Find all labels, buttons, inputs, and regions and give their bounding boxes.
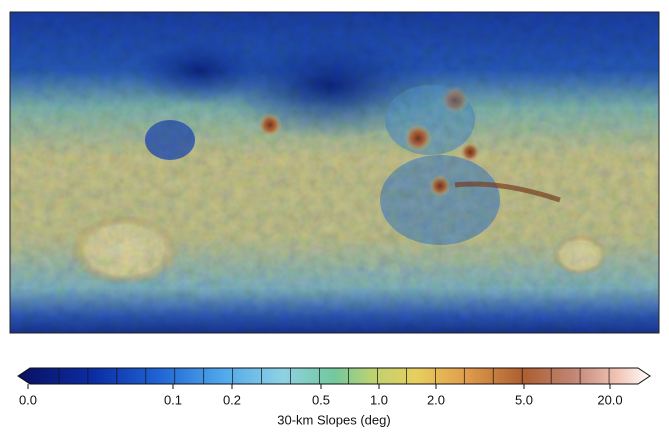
- colorbar-tick-label: 0.5: [312, 392, 330, 407]
- colorbar-tick-label: 0.0: [19, 392, 37, 407]
- colorbar-tick-label: 20.0: [597, 392, 622, 407]
- colorbar-tick-label: 2.0: [427, 392, 445, 407]
- colorbar: [17, 367, 651, 385]
- colorbar-tick-label: 0.1: [164, 392, 182, 407]
- colorbar-tick-label: 1.0: [370, 392, 388, 407]
- colorbar-tick-label: 5.0: [515, 392, 533, 407]
- slope-map: [10, 12, 659, 333]
- map-frame: [9, 11, 660, 334]
- colorbar-label: 30-km Slopes (deg): [277, 412, 390, 427]
- colorbar-tick-label: 0.2: [223, 392, 241, 407]
